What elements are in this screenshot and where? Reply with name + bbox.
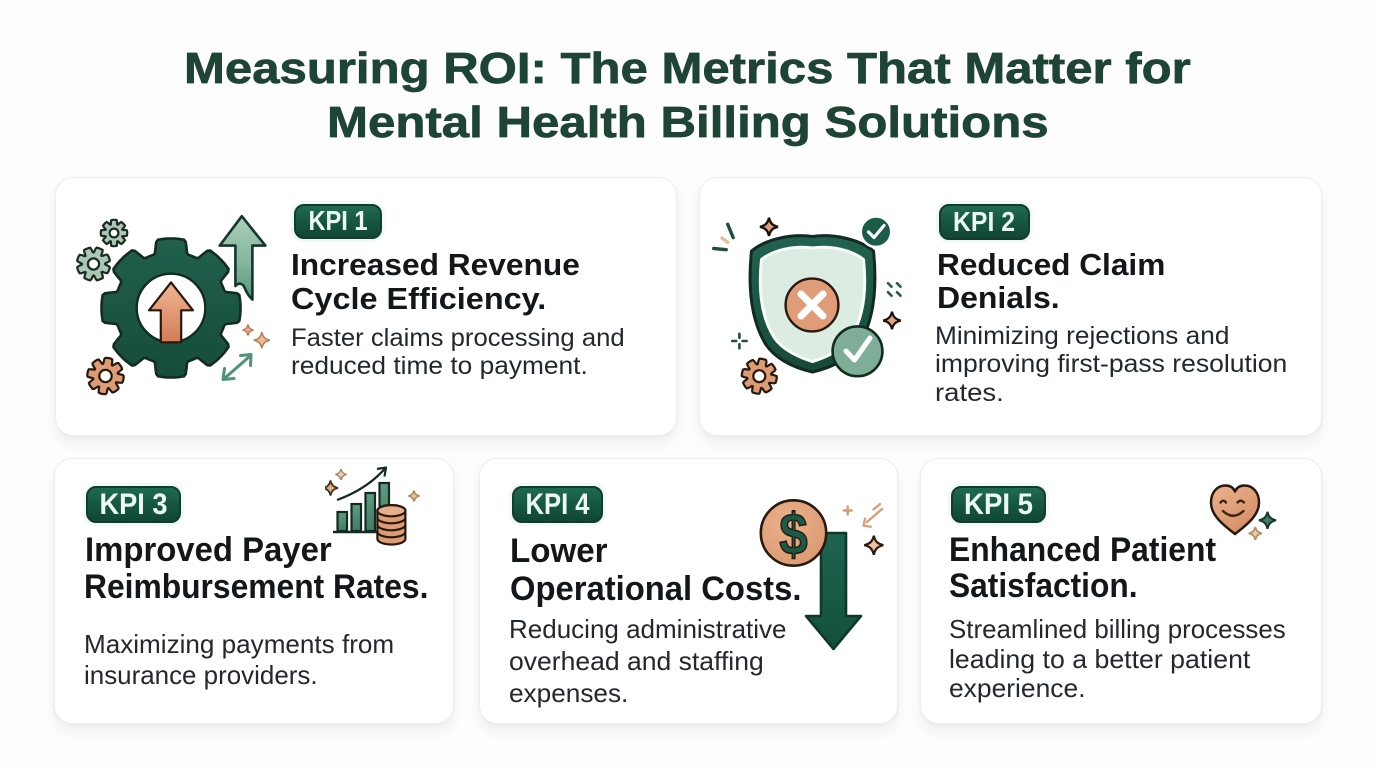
- svg-text:$: $: [779, 502, 807, 567]
